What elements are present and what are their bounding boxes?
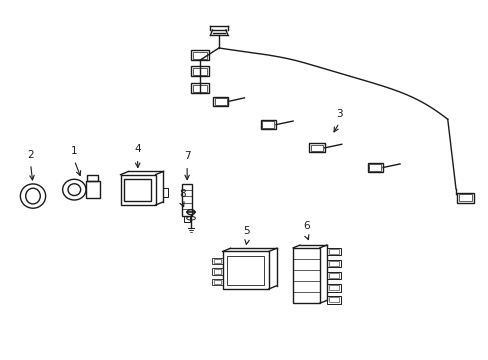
Text: 2: 2 [27, 150, 34, 159]
Bar [328, 261, 339, 266]
Bar [124, 179, 150, 202]
Bar [193, 85, 206, 92]
Bar [191, 66, 208, 76]
Text: 1: 1 [71, 146, 78, 156]
Bar [310, 145, 322, 151]
Bar [211, 279, 222, 285]
Bar [120, 175, 155, 205]
Bar [262, 121, 274, 128]
Bar [328, 285, 339, 290]
Bar [326, 296, 341, 303]
Bar [87, 175, 98, 181]
Text: 6: 6 [303, 221, 309, 231]
Bar [367, 163, 382, 172]
Bar [326, 284, 341, 292]
Bar [328, 297, 339, 302]
Bar [328, 249, 339, 254]
Bar [213, 269, 220, 274]
Bar [292, 248, 319, 303]
Bar [191, 83, 208, 93]
Bar [191, 50, 208, 60]
Bar [212, 97, 228, 106]
Bar [458, 194, 471, 202]
Bar [211, 268, 222, 275]
Bar [183, 216, 189, 222]
Bar [260, 120, 276, 129]
Bar [328, 273, 339, 278]
Bar [226, 256, 264, 285]
Bar [85, 181, 100, 198]
Text: 4: 4 [134, 144, 141, 154]
Bar [308, 143, 324, 153]
Bar [182, 184, 192, 216]
Bar [214, 98, 226, 105]
Bar [457, 193, 473, 203]
Bar [211, 257, 222, 264]
Bar [326, 260, 341, 267]
Bar [222, 251, 268, 289]
Bar [163, 189, 168, 197]
Bar [326, 248, 341, 255]
Text: 7: 7 [183, 152, 190, 161]
Bar [326, 272, 341, 279]
Bar [213, 258, 220, 263]
Bar [193, 68, 206, 75]
Text: 5: 5 [243, 226, 250, 237]
Text: 3: 3 [335, 109, 342, 118]
Text: 8: 8 [179, 189, 185, 199]
Bar [193, 52, 206, 59]
Bar [369, 164, 380, 171]
Bar [213, 280, 220, 284]
